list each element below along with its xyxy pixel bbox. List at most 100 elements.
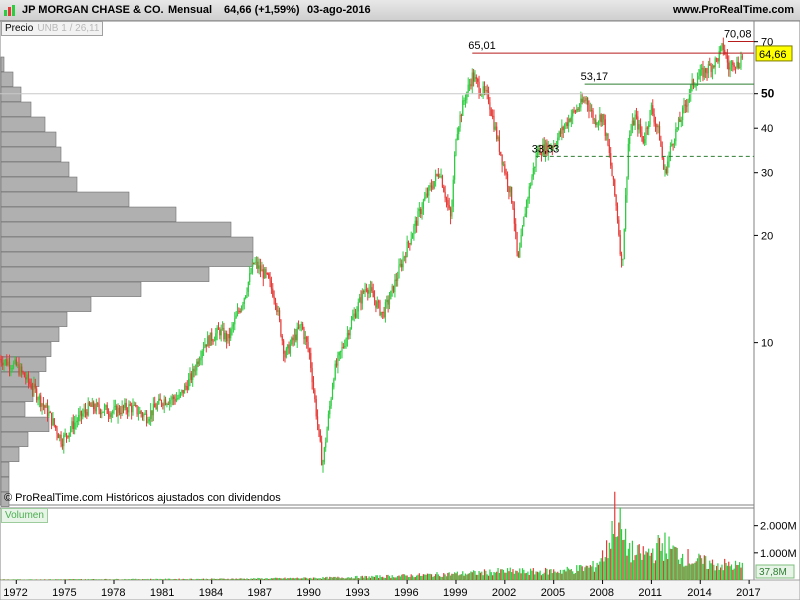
price-candle-body: [266, 273, 268, 275]
price-candle-body: [52, 418, 54, 425]
price-candle-body: [276, 305, 278, 312]
price-candle-body: [490, 109, 492, 116]
volume-bar: [277, 578, 279, 580]
volume-profile-bar: [0, 416, 50, 432]
volume-bar: [90, 579, 92, 580]
price-candle-body: [740, 56, 742, 67]
volume-bar: [103, 579, 106, 580]
price-candle-body: [106, 405, 108, 414]
volume-bar: [462, 571, 464, 580]
volume-bar: [619, 507, 621, 580]
volume-bar: [155, 578, 157, 580]
site-link[interactable]: www.ProRealTime.com: [672, 4, 794, 16]
volume-bar: [338, 577, 340, 580]
volume-bar: [663, 560, 665, 580]
price-candle-body: [228, 334, 230, 339]
volume-bar: [322, 576, 324, 580]
volume-bar: [405, 575, 407, 580]
volume-bar: [459, 574, 461, 580]
price-candle-body: [84, 409, 87, 412]
price-candle-body: [425, 193, 427, 198]
volume-bar: [487, 575, 490, 580]
volume-bar: [106, 579, 108, 580]
price-candle-body: [78, 414, 80, 421]
volume-profile-bar: [0, 476, 10, 492]
price-candle-body: [64, 433, 66, 436]
period-label[interactable]: Mensual: [168, 4, 213, 16]
price-candle-body: [406, 241, 408, 257]
volume-bar: [725, 562, 727, 580]
price-candle-body: [288, 344, 290, 354]
price-candle-body: [44, 405, 46, 408]
volume-bar: [235, 578, 237, 580]
volume-bar: [383, 577, 385, 580]
volume-bar: [188, 579, 190, 580]
price-candle-body: [702, 67, 704, 78]
price-candle-body: [428, 186, 430, 196]
volume-panel[interactable]: 1972 1975 1978 1981 1984 1987 1990 1993 1996 1999…: [0, 491, 800, 600]
price-candle-body: [196, 361, 198, 371]
volume-bar: [401, 574, 403, 580]
price-candle-body: [530, 185, 532, 187]
volume-bar: [53, 579, 55, 580]
price-candle-body: [143, 414, 145, 417]
price-candle-body: [449, 208, 452, 217]
x-tick-label: 1978: [101, 587, 125, 599]
price-candle-body: [711, 65, 714, 72]
volume-bar: [204, 579, 206, 580]
price-candle-body: [107, 413, 110, 416]
volume-bar: [215, 579, 217, 580]
volume-bar: [357, 577, 359, 580]
price-candle-body: [48, 412, 50, 417]
volume-bar: [216, 578, 218, 580]
volume-bar: [86, 579, 88, 580]
volume-panel-tag[interactable]: Volumen: [1, 508, 48, 523]
volume-bar: [543, 572, 545, 580]
volume-bar: [432, 576, 434, 580]
volume-bar: [630, 562, 632, 580]
volume-bar: [722, 570, 724, 580]
price-candle-body: [459, 115, 461, 128]
volume-bar: [485, 570, 487, 580]
price-candle-body: [420, 208, 422, 215]
volume-bar: [407, 577, 410, 580]
volume-bar: [444, 574, 446, 580]
volume-bar: [363, 577, 365, 580]
volume-bar: [511, 572, 513, 580]
volume-bar: [687, 549, 689, 580]
volume-bar: [667, 559, 669, 580]
volume-profile-bar: [0, 296, 92, 312]
price-candle-body: [242, 303, 244, 307]
volume-bar: [542, 573, 544, 580]
price-panel-tag[interactable]: Precio UNB 1 / 26,11: [1, 21, 104, 36]
volume-bar: [278, 577, 281, 580]
y-tick-label: 50: [761, 87, 775, 101]
volume-bar: [638, 544, 640, 580]
volume-bar: [607, 558, 609, 580]
volume-bar: [675, 547, 677, 580]
volume-bar: [36, 579, 38, 580]
volume-bar: [182, 578, 184, 580]
price-candle-body: [55, 425, 57, 429]
volume-bar: [167, 578, 169, 580]
volume-bar: [105, 578, 107, 580]
volume-bar: [18, 579, 20, 580]
price-candle-body: [422, 200, 425, 209]
volume-bar: [705, 556, 707, 580]
volume-bar: [475, 574, 477, 580]
price-candle-body: [7, 361, 9, 366]
price-candle-body: [22, 371, 24, 373]
price-candle-body: [460, 115, 463, 117]
volume-bar: [574, 572, 577, 580]
volume-bar: [604, 557, 606, 580]
price-candle-body: [558, 131, 560, 138]
price-candle-body: [72, 421, 74, 430]
price-candle-body: [444, 192, 446, 199]
price-candle-body: [152, 403, 154, 416]
volume-bar: [382, 576, 384, 580]
volume-bar: [331, 577, 334, 580]
volume-bar: [186, 579, 188, 580]
volume-bar: [380, 577, 382, 580]
